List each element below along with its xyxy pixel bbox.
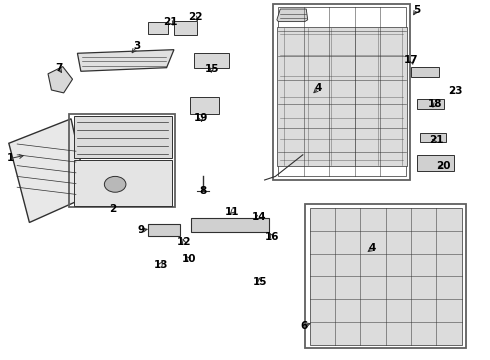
Polygon shape bbox=[148, 224, 180, 236]
Text: 6: 6 bbox=[300, 321, 307, 331]
Text: 4: 4 bbox=[368, 243, 376, 253]
Polygon shape bbox=[9, 119, 88, 222]
Text: 4: 4 bbox=[315, 83, 322, 93]
Bar bbox=[174, 21, 197, 35]
Bar bbox=[417, 155, 454, 171]
Text: 10: 10 bbox=[181, 254, 196, 264]
Bar bbox=[194, 53, 229, 68]
Text: 17: 17 bbox=[404, 55, 419, 66]
Polygon shape bbox=[277, 27, 407, 166]
Text: 21: 21 bbox=[163, 17, 178, 27]
Text: 11: 11 bbox=[225, 207, 240, 217]
Text: 19: 19 bbox=[194, 113, 208, 123]
Circle shape bbox=[104, 176, 126, 192]
Text: 7: 7 bbox=[55, 63, 63, 73]
Text: 16: 16 bbox=[265, 232, 279, 242]
Text: 8: 8 bbox=[200, 186, 207, 196]
Bar bbox=[420, 133, 446, 142]
Polygon shape bbox=[277, 9, 308, 22]
Polygon shape bbox=[74, 160, 172, 206]
Text: 3: 3 bbox=[134, 41, 141, 51]
Polygon shape bbox=[48, 67, 73, 93]
Text: 2: 2 bbox=[109, 204, 116, 214]
Bar bbox=[411, 67, 439, 77]
Polygon shape bbox=[191, 218, 269, 232]
Text: 18: 18 bbox=[428, 99, 442, 109]
Bar bbox=[190, 97, 219, 114]
Polygon shape bbox=[77, 50, 174, 71]
Text: 21: 21 bbox=[429, 135, 443, 145]
Bar bbox=[305, 204, 466, 348]
Text: 15: 15 bbox=[252, 276, 267, 287]
Text: 5: 5 bbox=[413, 5, 420, 15]
Text: 1: 1 bbox=[7, 153, 14, 163]
Bar bbox=[273, 4, 410, 180]
Text: 9: 9 bbox=[138, 225, 145, 235]
Text: 13: 13 bbox=[153, 260, 168, 270]
Polygon shape bbox=[74, 116, 172, 158]
Bar bbox=[417, 99, 444, 109]
Bar bbox=[148, 22, 168, 34]
Text: 22: 22 bbox=[188, 12, 202, 22]
Bar bbox=[69, 114, 175, 207]
Text: 15: 15 bbox=[204, 64, 219, 74]
Bar bbox=[278, 7, 406, 176]
Text: 23: 23 bbox=[448, 86, 463, 96]
Text: 20: 20 bbox=[436, 161, 451, 171]
Text: 14: 14 bbox=[251, 212, 266, 222]
Bar bbox=[310, 208, 462, 345]
Text: 12: 12 bbox=[176, 237, 191, 247]
